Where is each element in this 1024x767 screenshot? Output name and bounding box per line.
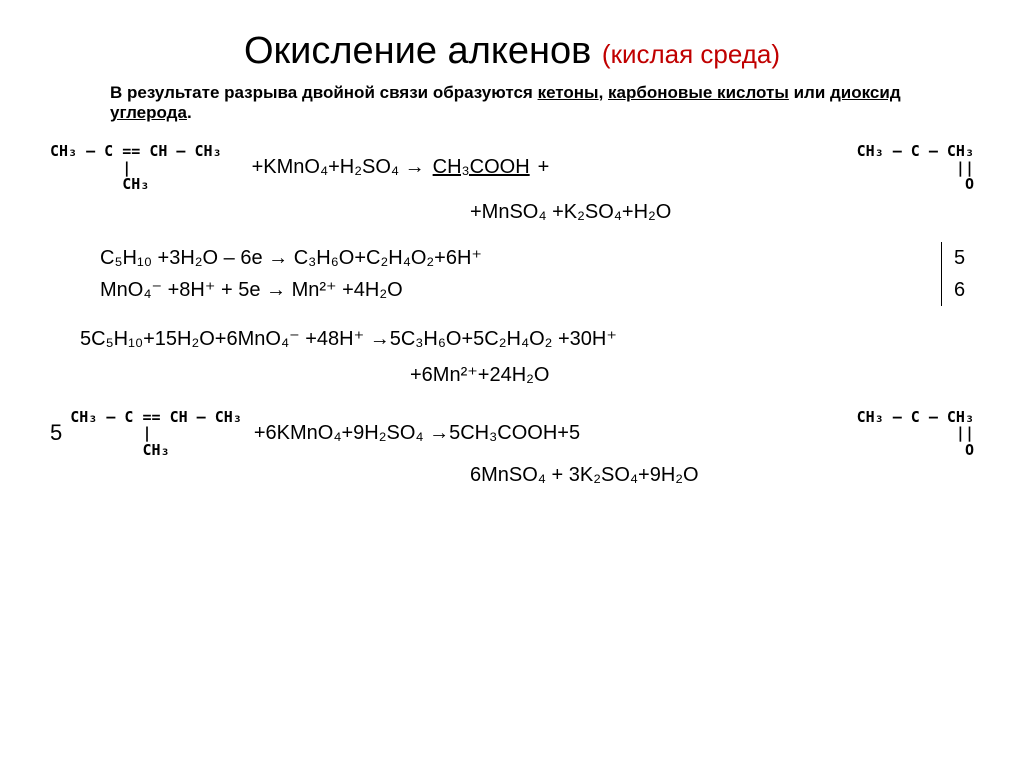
struct-line: CH₃ — C == CH — CH₃ [50,143,222,160]
page-title: Окисление алкенов (кислая среда) [50,30,974,73]
struct-line: || [857,160,974,177]
final-mid: +6KMnO₄+9H₂SO₄ →5CH₃COOH+5 [254,422,580,445]
struct-line: CH₃ [70,442,242,459]
struct-line: CH₃ — C == CH — CH₃ [70,409,242,426]
final-leading-coefficient: 5 [50,420,62,446]
half-reactions: C₅H₁₀ +3H₂O – 6e → C₃H₆O+C₂H₄O₂+6H⁺ 5 Mn… [100,242,974,306]
title-annotation: (кислая среда) [602,39,780,69]
struct-line: CH₃ [50,176,222,193]
struct-line: O [857,442,974,459]
struct-line: | [50,160,222,177]
struct-line: O [857,176,974,193]
reaction-1: CH₃ — C == CH — CH₃ | CH₃ +KMnO₄+H₂SO₄ →… [50,143,974,193]
subtitle-mid1: , [599,83,608,102]
struct-line: | [70,425,242,442]
structure-product-ketone-2: CH₃ — C — CH₃ || O [857,409,974,459]
subtitle: В результате разрыва двойной связи образ… [110,83,974,123]
struct-line: || [857,425,974,442]
subtitle-pre: В результате разрыва двойной связи образ… [110,83,538,102]
reaction-1-reagents: +KMnO₄+H₂SO₄ → [252,156,425,179]
overall-ionic-equation: 5C₅H₁₀+15H₂O+6MnO₄⁻ +48H⁺ →5C₃H₆O+5C₂H₄O… [80,324,974,354]
half-reaction-1-factor: 5 [941,242,974,274]
structure-reactant-2: CH₃ — C == CH — CH₃ | CH₃ [70,409,242,459]
subtitle-end: . [187,103,192,122]
half-reaction-2-factor: 6 [941,274,974,306]
subtitle-mid2: или [789,83,830,102]
structure-product-ketone-1: CH₃ — C — CH₃ || O [857,143,974,193]
structure-reactant-1: CH₃ — C == CH — CH₃ | CH₃ [50,143,222,193]
final-molecular-equation: 5 CH₃ — C == CH — CH₃ | CH₃ +6KMnO₄+9H₂S… [50,409,974,459]
keyword-ketones: кетоны [538,83,599,102]
half-reaction-oxidation: C₅H₁₀ +3H₂O – 6e → C₃H₆O+C₂H₄O₂+6H⁺ 5 [100,242,974,274]
keyword-carboxylic-acids: карбоновые кислоты [608,83,789,102]
half-reaction-2-eq: MnO₄⁻ +8H⁺ + 5e → Mn²⁺ +4H₂O [100,274,933,306]
final-equation-continuation: 6MnSO₄ + 3K₂SO₄+9H₂O [470,464,974,487]
struct-line: CH₃ — C — CH₃ [857,143,974,160]
title-main: Окисление алкенов [244,30,591,72]
half-reaction-reduction: MnO₄⁻ +8H⁺ + 5e → Mn²⁺ +4H₂O 6 [100,274,974,306]
overall-ionic-equation-cont: +6Mn²⁺+24H₂O [410,362,974,387]
reaction-1-plus: + [538,156,550,179]
reaction-1-continuation: +MnSO₄ +K₂SO₄+H₂O [470,201,974,224]
struct-line: CH₃ — C — CH₃ [857,409,974,426]
reaction-1-product-acid: CH₃COOH [433,156,530,179]
half-reaction-1-eq: C₅H₁₀ +3H₂O – 6e → C₃H₆O+C₂H₄O₂+6H⁺ [100,242,933,274]
